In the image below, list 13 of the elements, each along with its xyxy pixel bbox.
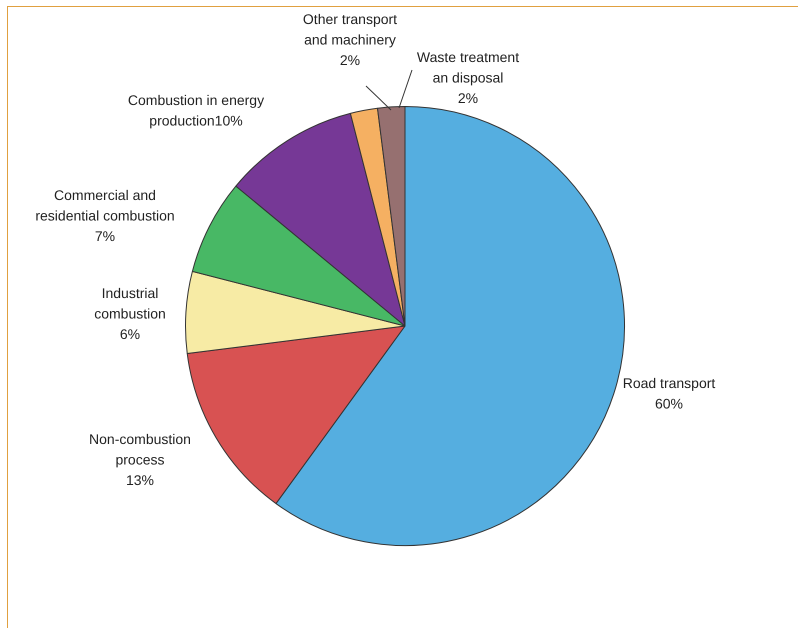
- data-label: 13%: [126, 472, 154, 488]
- slice-label: Other transport and machinery: [302, 10, 398, 48]
- data-label: 7%: [94, 228, 116, 244]
- data-label: 2%: [458, 90, 478, 106]
- data-label: 6%: [120, 326, 140, 342]
- slice-label: Non-combustion process: [89, 430, 191, 468]
- slice-label: Industrial combustion: [94, 284, 166, 322]
- data-label: 60%: [654, 395, 684, 412]
- data-label: 2%: [340, 52, 360, 68]
- slice-label: Combustion in energy production10%: [128, 92, 264, 128]
- slice-label: Commercial and residential combustion: [35, 186, 175, 224]
- slice-label: Road transport: [622, 374, 716, 391]
- slice-label: Waste treatment an disposal: [416, 48, 520, 86]
